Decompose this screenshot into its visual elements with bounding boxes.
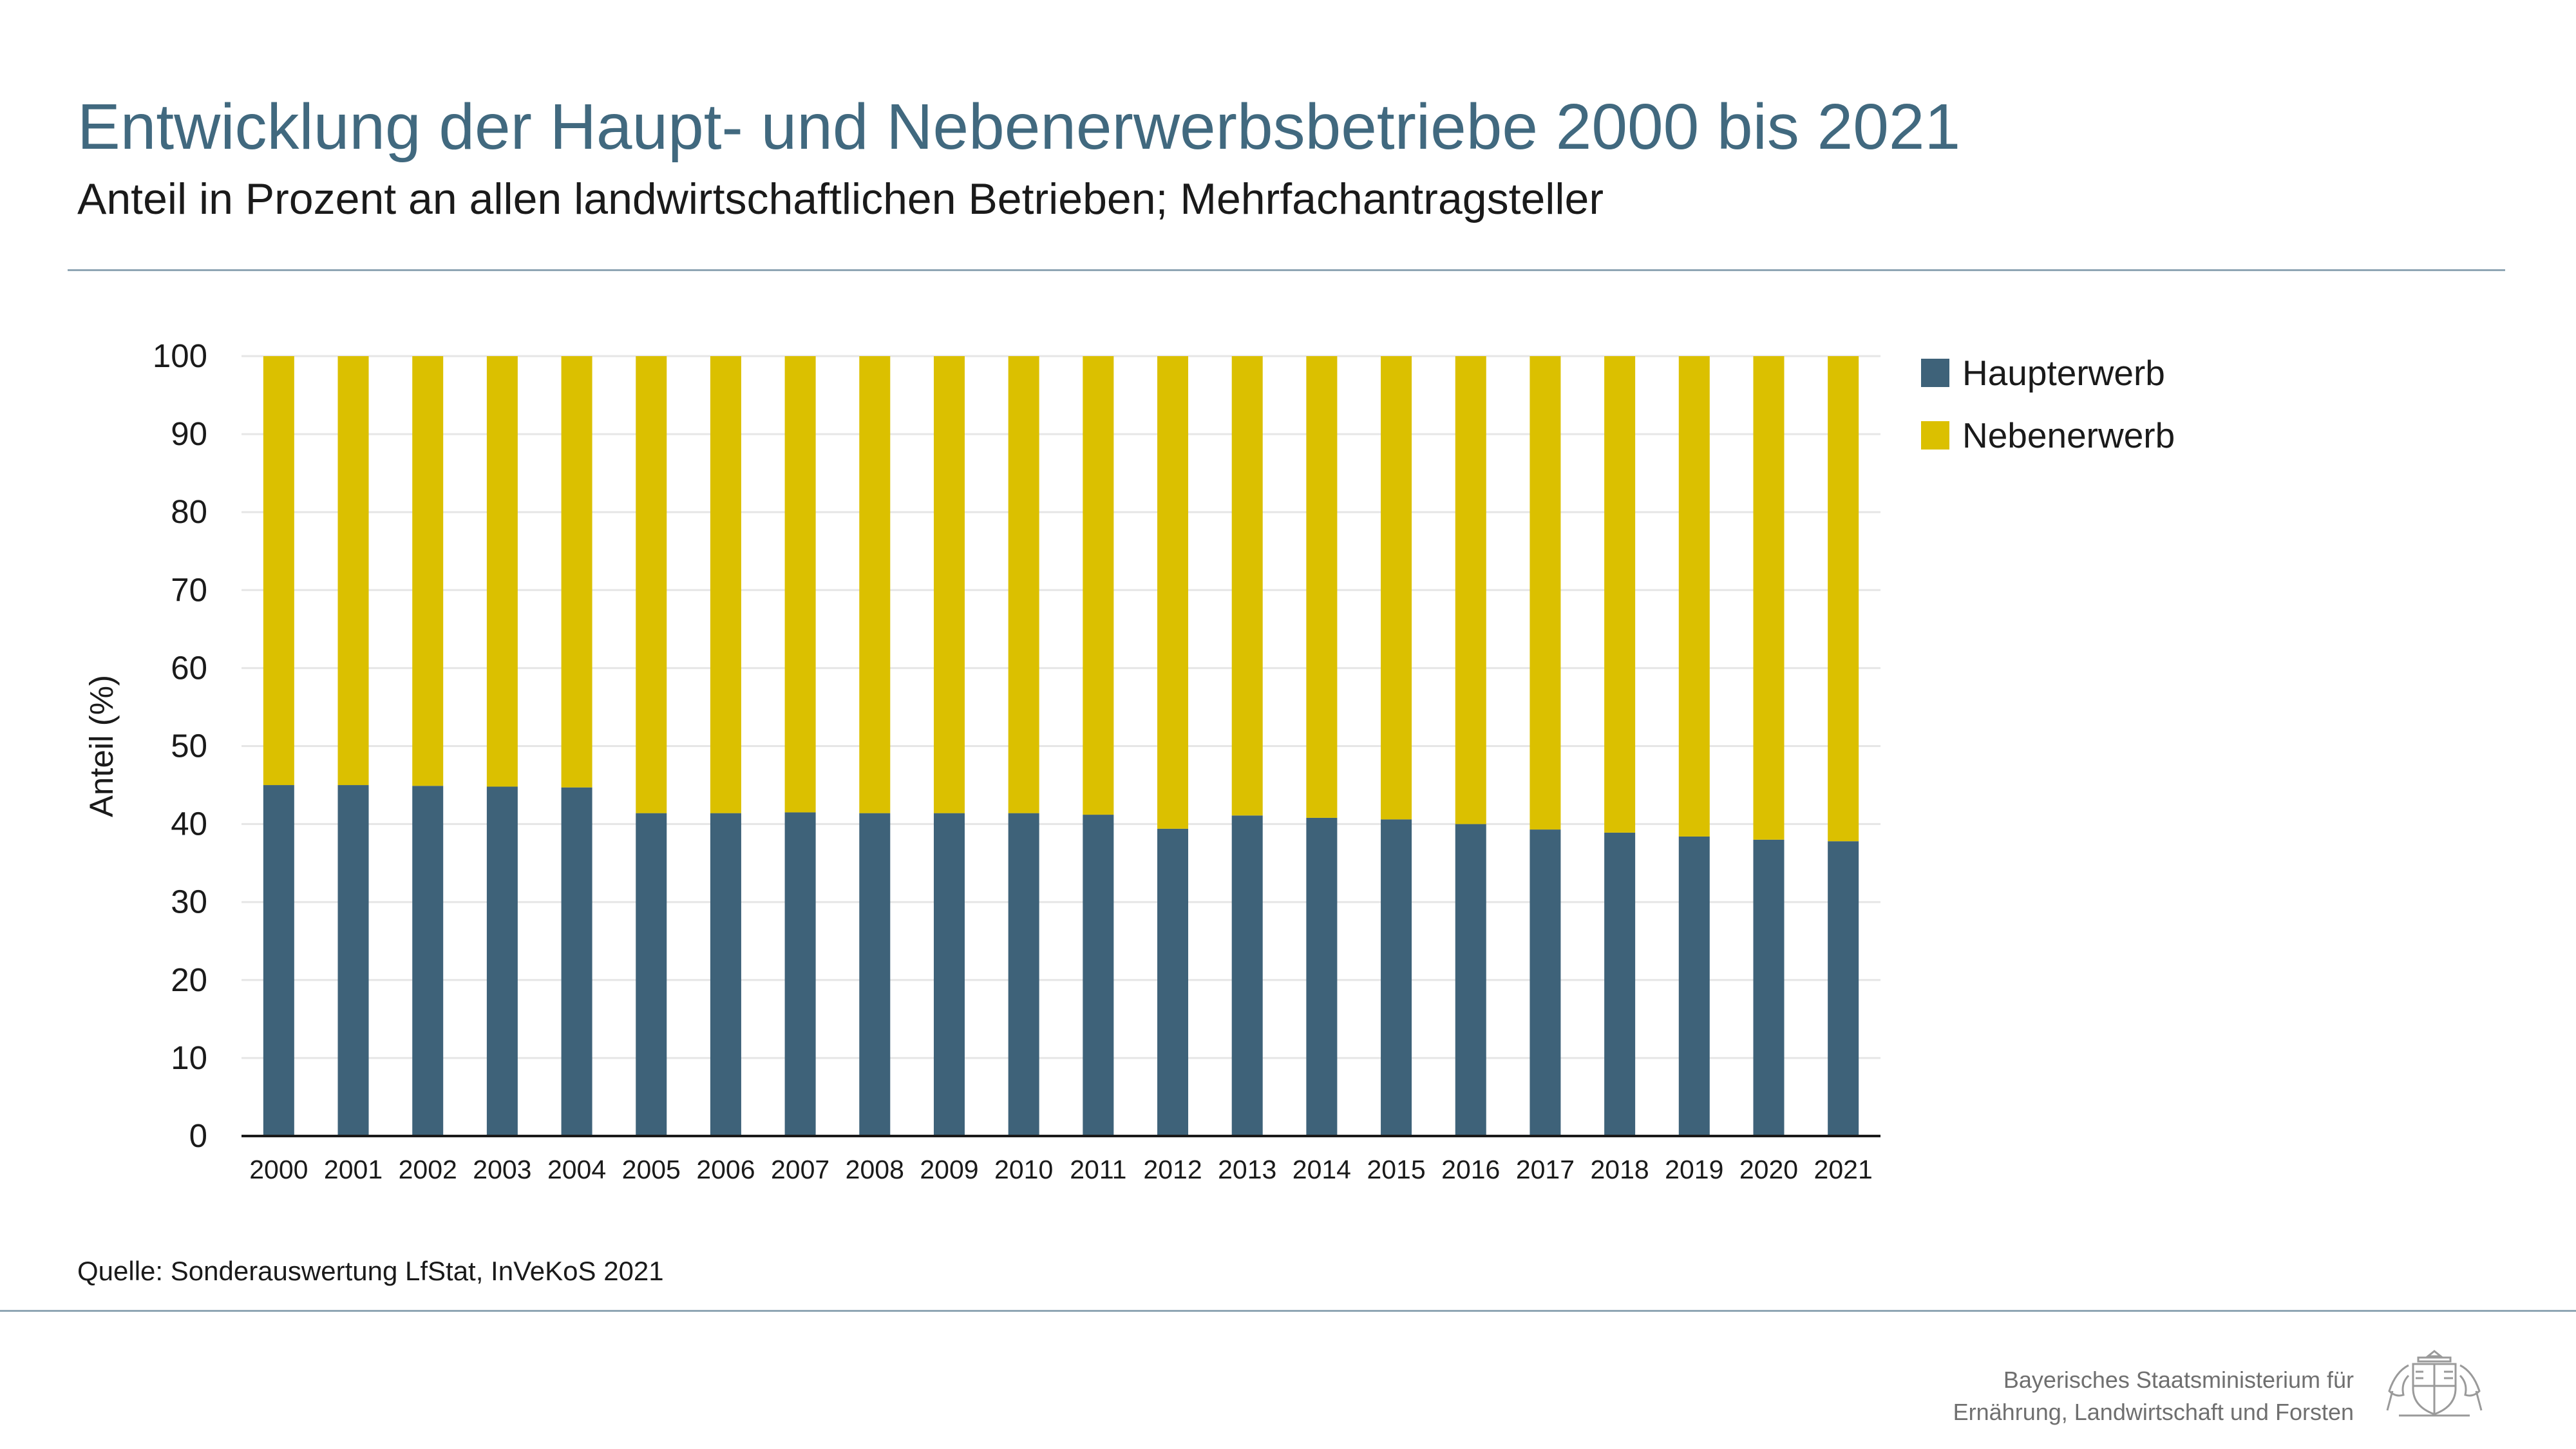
x-tick-label: 2015 (1367, 1155, 1425, 1184)
bar-haupterwerb-2018 (1604, 832, 1636, 1136)
bar-haupterwerb-2016 (1455, 824, 1486, 1136)
bar-nebenerwerb-2004 (561, 356, 592, 788)
x-tick-label: 2011 (1070, 1155, 1126, 1184)
bar-nebenerwerb-2014 (1306, 356, 1338, 818)
bar-nebenerwerb-2020 (1753, 356, 1785, 840)
y-tick-label: 90 (171, 415, 207, 452)
bar-haupterwerb-2011 (1083, 815, 1114, 1136)
bar-nebenerwerb-2006 (710, 356, 741, 813)
bar-nebenerwerb-2016 (1455, 356, 1486, 824)
source-note: Quelle: Sonderauswertung LfStat, InVeKoS… (77, 1256, 664, 1286)
x-tick-label: 2002 (399, 1155, 457, 1184)
footer-divider (0, 1310, 2576, 1312)
y-tick-label: 80 (171, 493, 207, 530)
bar-haupterwerb-2010 (1008, 813, 1039, 1136)
bar-nebenerwerb-2001 (337, 356, 369, 786)
y-tick-label: 30 (171, 884, 207, 920)
x-tick-label: 2016 (1441, 1155, 1500, 1184)
y-axis-title: Anteil (%) (83, 675, 120, 817)
bar-nebenerwerb-2008 (859, 356, 891, 813)
bar-haupterwerb-2020 (1753, 839, 1785, 1136)
x-tick-label: 2003 (473, 1155, 531, 1184)
bar-nebenerwerb-2021 (1828, 356, 1859, 842)
y-tick-label: 60 (171, 649, 207, 686)
bar-nebenerwerb-2015 (1381, 356, 1412, 820)
x-tick-label: 2017 (1516, 1155, 1575, 1184)
x-tick-label: 2008 (846, 1155, 904, 1184)
y-tick-label: 0 (189, 1117, 207, 1154)
bar-haupterwerb-2019 (1678, 836, 1710, 1136)
bar-nebenerwerb-2002 (412, 356, 444, 786)
x-tick-label: 2014 (1293, 1155, 1351, 1184)
bar-nebenerwerb-2013 (1231, 356, 1263, 816)
page-title: Entwicklung der Haupt- und Nebenerwerbsb… (77, 91, 1961, 163)
x-tick-label: 2009 (920, 1155, 978, 1184)
legend-label-haupterwerb: Haupterwerb (1962, 353, 2165, 393)
y-tick-label: 70 (171, 571, 207, 608)
y-tick-label: 100 (153, 337, 207, 374)
bar-nebenerwerb-2007 (784, 356, 816, 813)
page-subtitle: Anteil in Prozent an allen landwirtschaf… (77, 175, 1604, 223)
bar-haupterwerb-2006 (710, 813, 741, 1136)
y-tick-label: 50 (171, 728, 207, 764)
bar-nebenerwerb-2009 (933, 356, 965, 813)
x-tick-label: 2001 (324, 1155, 383, 1184)
x-tick-label: 2012 (1143, 1155, 1202, 1184)
bavarian-coat-of-arms-logo (2386, 1350, 2483, 1417)
y-tick-label: 20 (171, 961, 207, 998)
stacked-bar-chart: 0 10 20 30 40 50 60 70 80 90 100 Anteil (%) 2000 2001… (83, 337, 2175, 1184)
bar-haupterwerb-2017 (1530, 829, 1561, 1136)
bar-nebenerwerb-2017 (1530, 356, 1561, 830)
bar-haupterwerb-2021 (1828, 841, 1859, 1136)
bar-nebenerwerb-2012 (1157, 356, 1189, 829)
bar-nebenerwerb-2011 (1083, 356, 1114, 815)
bar-haupterwerb-2001 (337, 785, 369, 1136)
bar-haupterwerb-2007 (784, 812, 816, 1136)
x-tick-label: 2005 (622, 1155, 681, 1184)
bar-haupterwerb-2013 (1231, 815, 1263, 1136)
bar-haupterwerb-2002 (412, 786, 444, 1136)
x-tick-label: 2010 (994, 1155, 1053, 1184)
bar-nebenerwerb-2019 (1678, 356, 1710, 837)
x-tick-label: 2020 (1739, 1155, 1798, 1184)
y-tick-label: 10 (171, 1039, 207, 1076)
x-tick-label: 2007 (771, 1155, 829, 1184)
bar-haupterwerb-2014 (1306, 817, 1338, 1136)
x-tick-label: 2021 (1814, 1155, 1873, 1184)
x-tick-label: 2019 (1665, 1155, 1723, 1184)
bar-haupterwerb-2005 (636, 813, 667, 1136)
x-tick-label: 2006 (696, 1155, 755, 1184)
ministry-name-line-2: Ernährung, Landwirtschaft und Forsten (1953, 1399, 2354, 1425)
x-tick-label: 2000 (249, 1155, 308, 1184)
legend-swatch-haupterwerb (1921, 359, 1949, 387)
bar-haupterwerb-2012 (1157, 828, 1189, 1136)
bar-haupterwerb-2009 (933, 813, 965, 1136)
x-tick-label: 2004 (547, 1155, 606, 1184)
legend-label-nebenerwerb: Nebenerwerb (1962, 415, 2175, 455)
bar-nebenerwerb-2003 (486, 356, 518, 787)
bar-haupterwerb-2008 (859, 813, 891, 1136)
ministry-name-line-1: Bayerisches Staatsministerium für (2003, 1367, 2354, 1393)
bar-haupterwerb-2000 (263, 785, 294, 1136)
bar-nebenerwerb-2000 (263, 356, 294, 786)
ministry-name: Bayerisches Staatsministerium für Ernähr… (1953, 1364, 2354, 1428)
y-tick-label: 40 (171, 806, 207, 842)
x-tick-label: 2013 (1218, 1155, 1276, 1184)
legend-swatch-nebenerwerb (1921, 421, 1949, 450)
bar-haupterwerb-2004 (561, 787, 592, 1136)
bar-haupterwerb-2015 (1381, 819, 1412, 1136)
bar-nebenerwerb-2018 (1604, 356, 1636, 833)
bar-nebenerwerb-2010 (1008, 356, 1039, 813)
header-divider (68, 269, 2505, 271)
x-tick-label: 2018 (1591, 1155, 1649, 1184)
bar-haupterwerb-2003 (486, 786, 518, 1136)
bar-nebenerwerb-2005 (636, 356, 667, 813)
